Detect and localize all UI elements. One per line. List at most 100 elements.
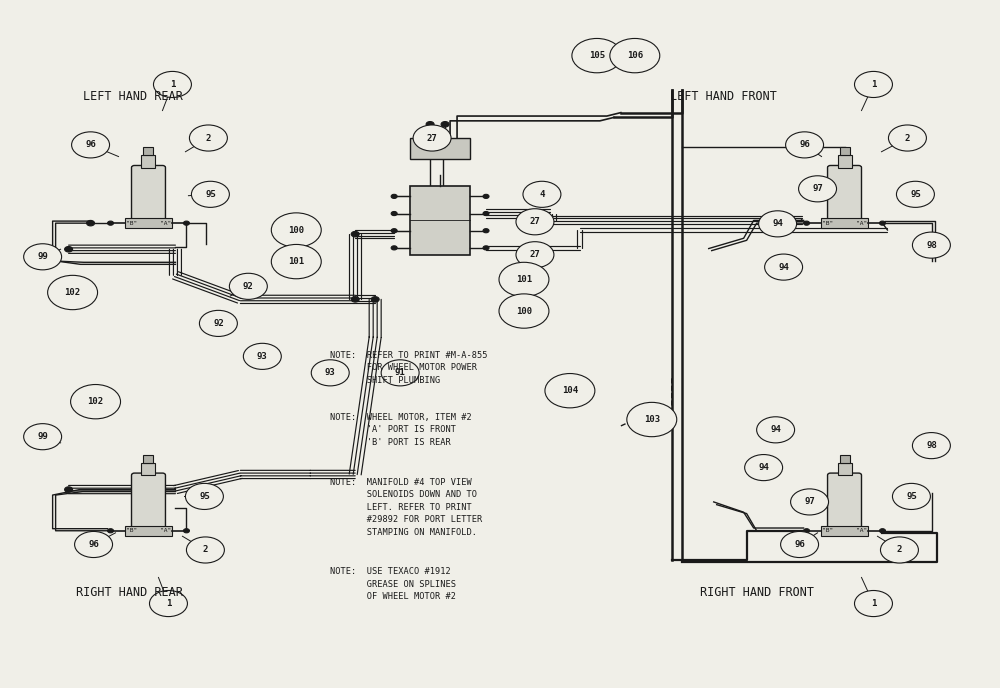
Circle shape	[24, 424, 62, 450]
Text: 27: 27	[530, 217, 540, 226]
Circle shape	[24, 244, 62, 270]
Circle shape	[888, 125, 926, 151]
Circle shape	[108, 221, 114, 225]
Circle shape	[413, 125, 451, 151]
Text: 95: 95	[906, 492, 917, 501]
Text: NOTE:  USE TEXACO #1912
       GREASE ON SPLINES
       OF WHEEL MOTOR #2: NOTE: USE TEXACO #1912 GREASE ON SPLINES…	[330, 567, 456, 601]
Text: 1: 1	[166, 599, 171, 608]
Circle shape	[87, 220, 95, 226]
Circle shape	[391, 211, 397, 215]
Circle shape	[351, 231, 359, 237]
Circle shape	[880, 537, 918, 563]
Text: 2: 2	[897, 546, 902, 555]
Circle shape	[757, 417, 795, 443]
Circle shape	[48, 275, 98, 310]
Text: 2: 2	[206, 133, 211, 142]
Text: 106: 106	[627, 51, 643, 60]
Circle shape	[786, 132, 824, 158]
Circle shape	[483, 228, 489, 233]
Circle shape	[759, 211, 797, 237]
Circle shape	[199, 310, 237, 336]
Circle shape	[65, 487, 73, 493]
Text: "A": "A"	[856, 221, 867, 226]
Circle shape	[896, 181, 934, 207]
Circle shape	[189, 125, 227, 151]
Text: 1: 1	[871, 80, 876, 89]
Circle shape	[516, 241, 554, 268]
Bar	[821, 526, 868, 535]
FancyBboxPatch shape	[828, 473, 861, 528]
Circle shape	[483, 194, 489, 198]
Text: 93: 93	[325, 368, 336, 377]
Text: 94: 94	[772, 219, 783, 228]
Circle shape	[183, 221, 189, 225]
Circle shape	[627, 402, 677, 437]
Text: "B": "B"	[822, 528, 833, 533]
Bar	[143, 147, 153, 155]
Circle shape	[879, 528, 885, 533]
Bar	[125, 526, 172, 535]
Circle shape	[499, 262, 549, 297]
Circle shape	[879, 221, 885, 225]
Text: 102: 102	[65, 288, 81, 297]
Text: 94: 94	[778, 263, 789, 272]
Circle shape	[351, 297, 359, 302]
Circle shape	[311, 360, 349, 386]
Circle shape	[391, 194, 397, 198]
Text: 95: 95	[205, 190, 216, 199]
Text: LEFT HAND REAR: LEFT HAND REAR	[83, 90, 182, 103]
Circle shape	[483, 246, 489, 250]
Bar	[821, 218, 868, 228]
Circle shape	[381, 360, 419, 386]
Text: 91: 91	[395, 368, 406, 377]
Text: 27: 27	[427, 133, 437, 142]
Circle shape	[391, 246, 397, 250]
Circle shape	[523, 181, 561, 207]
Text: 1: 1	[170, 80, 175, 89]
Circle shape	[799, 175, 837, 202]
FancyBboxPatch shape	[132, 166, 165, 220]
Text: 95: 95	[910, 190, 921, 199]
Text: "A": "A"	[160, 221, 171, 226]
Circle shape	[108, 528, 114, 533]
Circle shape	[804, 528, 810, 533]
Text: 2: 2	[905, 133, 910, 142]
Circle shape	[765, 254, 803, 280]
Text: "A": "A"	[160, 528, 171, 533]
Circle shape	[271, 213, 321, 247]
Bar	[838, 155, 852, 168]
Text: 100: 100	[516, 307, 532, 316]
Bar	[410, 186, 470, 255]
Text: 92: 92	[243, 282, 254, 291]
Bar	[141, 155, 155, 168]
Text: 97: 97	[812, 184, 823, 193]
FancyBboxPatch shape	[132, 473, 165, 528]
Text: 98: 98	[926, 241, 937, 250]
Circle shape	[572, 39, 622, 73]
Circle shape	[72, 132, 110, 158]
Bar	[410, 138, 470, 159]
Text: 27: 27	[530, 250, 540, 259]
Text: 4: 4	[539, 190, 545, 199]
Circle shape	[791, 489, 829, 515]
Text: 100: 100	[288, 226, 304, 235]
Circle shape	[186, 537, 224, 563]
Circle shape	[855, 72, 892, 98]
Circle shape	[855, 590, 892, 616]
Text: 96: 96	[88, 540, 99, 549]
Bar	[838, 463, 852, 475]
Circle shape	[149, 590, 187, 616]
FancyBboxPatch shape	[828, 166, 861, 220]
Text: 96: 96	[794, 540, 805, 549]
Bar	[141, 463, 155, 475]
Text: 94: 94	[770, 425, 781, 434]
Text: RIGHT HAND REAR: RIGHT HAND REAR	[76, 586, 182, 599]
Circle shape	[745, 455, 783, 481]
Text: NOTE:  REFER TO PRINT #M-A-855
       FOR WHEEL MOTOR POWER
       SHIFT PLUMBIN: NOTE: REFER TO PRINT #M-A-855 FOR WHEEL …	[330, 351, 488, 385]
Circle shape	[499, 294, 549, 328]
Text: 103: 103	[644, 415, 660, 424]
Text: 101: 101	[288, 257, 304, 266]
Text: NOTE:  MANIFOLD #4 TOP VIEW
       SOLENOIDS DOWN AND TO
       LEFT. REFER TO P: NOTE: MANIFOLD #4 TOP VIEW SOLENOIDS DOW…	[330, 478, 482, 537]
Text: "B": "B"	[822, 221, 833, 226]
Text: "B": "B"	[126, 528, 137, 533]
